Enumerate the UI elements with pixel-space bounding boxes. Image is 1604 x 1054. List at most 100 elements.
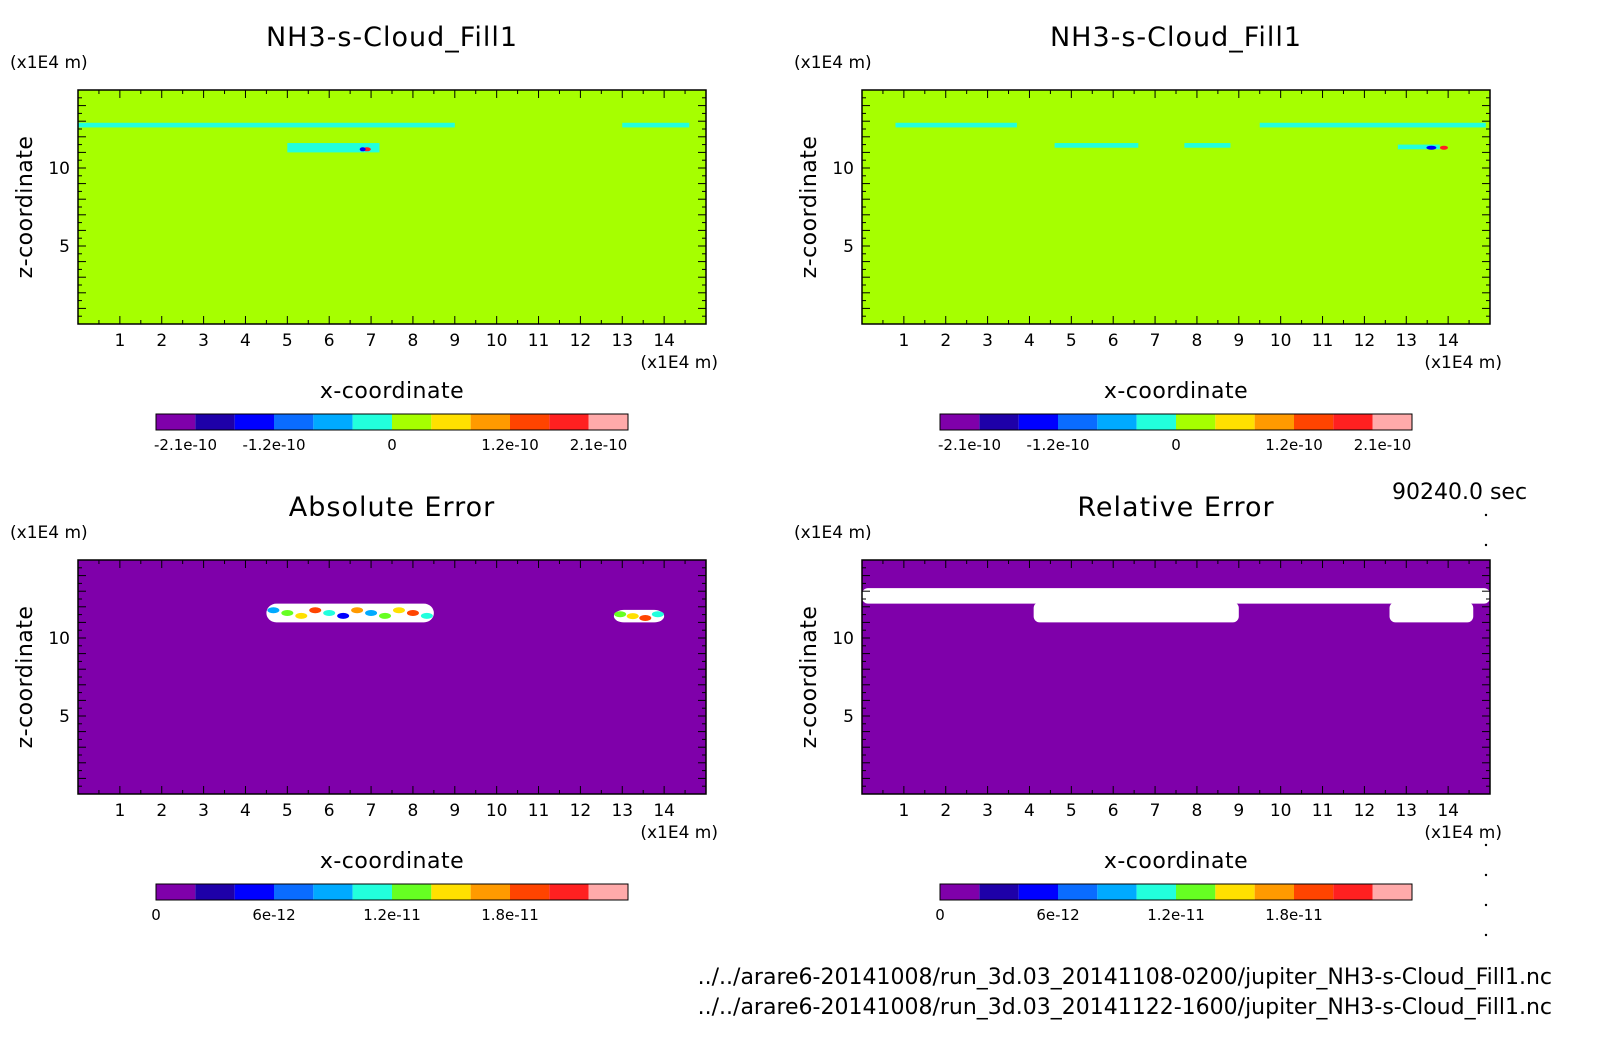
y-tick-label: 5 bbox=[843, 237, 854, 257]
undefined-region bbox=[1389, 602, 1474, 623]
hotspot-mark bbox=[359, 147, 366, 152]
x-tick-label: 13 bbox=[1395, 801, 1417, 821]
colorbar-segment bbox=[470, 884, 510, 900]
x-tick-label: 2 bbox=[156, 801, 167, 821]
x-tick-label: 4 bbox=[1024, 331, 1035, 351]
cloud-band bbox=[1259, 122, 1486, 128]
colorbar-tick-label: 6e-12 bbox=[252, 906, 295, 924]
x-tick-label: 3 bbox=[198, 331, 209, 351]
cloud-band bbox=[1397, 144, 1440, 150]
colorbar-frame bbox=[155, 413, 629, 431]
x-tick-label: 14 bbox=[1437, 801, 1459, 821]
colorbar-segment bbox=[549, 414, 589, 430]
panel-title: Absolute Error bbox=[289, 492, 495, 523]
x-tick-label: 7 bbox=[366, 801, 377, 821]
error-mark bbox=[337, 612, 350, 619]
error-mark bbox=[295, 612, 308, 619]
colorbar-segment bbox=[510, 414, 550, 430]
colorbar-tick-label: 2.1e-10 bbox=[570, 436, 628, 454]
x-tick-label: 5 bbox=[282, 801, 293, 821]
colorbar-segment bbox=[274, 884, 314, 900]
colorbar-segment bbox=[234, 884, 274, 900]
x-tick-label: 2 bbox=[940, 801, 951, 821]
colorbar-frame bbox=[155, 883, 629, 901]
error-mark bbox=[323, 610, 336, 617]
error-mark bbox=[420, 612, 433, 619]
margin-dot bbox=[1484, 843, 1488, 847]
x-tick-label: 2 bbox=[156, 331, 167, 351]
colorbar-tick-label: 1.8e-11 bbox=[1265, 906, 1323, 924]
x-tick-label: 11 bbox=[528, 801, 550, 821]
colorbar-segment bbox=[352, 414, 392, 430]
x-tick-label: 6 bbox=[324, 331, 335, 351]
error-mark bbox=[365, 610, 378, 617]
y-unit-label: (x1E4 m) bbox=[10, 523, 88, 543]
x-tick-label: 6 bbox=[324, 801, 335, 821]
x-axis-title: x-coordinate bbox=[320, 379, 464, 404]
x-tick-label: 11 bbox=[1312, 331, 1334, 351]
y-tick-label: 5 bbox=[843, 707, 854, 727]
x-tick-label: 1 bbox=[898, 331, 909, 351]
error-mark bbox=[309, 607, 322, 614]
colorbar-segment bbox=[1018, 414, 1058, 430]
x-unit-label: (x1E4 m) bbox=[1424, 353, 1502, 373]
x-tick-label: 14 bbox=[653, 801, 675, 821]
colorbar-segment bbox=[588, 884, 628, 900]
x-tick-label: 8 bbox=[408, 801, 419, 821]
x-tick-label: 12 bbox=[1354, 801, 1376, 821]
x-tick-label: 3 bbox=[198, 801, 209, 821]
colorbar-segment bbox=[1058, 884, 1098, 900]
colorbar-segment bbox=[1294, 414, 1334, 430]
plot-area bbox=[78, 90, 706, 324]
error-mark bbox=[351, 607, 364, 614]
colorbar-tick-label: 1.2e-11 bbox=[1147, 906, 1205, 924]
x-tick-label: 12 bbox=[570, 801, 592, 821]
colorbar-segment bbox=[313, 884, 353, 900]
colorbar-segment bbox=[1215, 884, 1255, 900]
colorbar-segment bbox=[431, 414, 471, 430]
colorbar-segment bbox=[1176, 414, 1216, 430]
x-tick-label: 5 bbox=[1066, 331, 1077, 351]
error-blob bbox=[266, 603, 434, 623]
x-tick-label: 9 bbox=[449, 331, 460, 351]
margin-dot bbox=[1484, 873, 1488, 877]
colorbar-tick-label: 0 bbox=[1171, 436, 1181, 454]
colorbar-segment bbox=[1058, 414, 1098, 430]
y-tick-label: 5 bbox=[59, 237, 70, 257]
colorbar-segment bbox=[313, 414, 353, 430]
colorbar-segment bbox=[940, 884, 980, 900]
y-tick-label: 5 bbox=[59, 707, 70, 727]
colorbar-segment bbox=[1018, 884, 1058, 900]
colorbar-segment bbox=[1097, 414, 1137, 430]
x-axis-title: x-coordinate bbox=[1104, 379, 1248, 404]
colorbar-tick-label: 1.2e-11 bbox=[363, 906, 421, 924]
x-tick-label: 13 bbox=[611, 331, 633, 351]
x-tick-label: 14 bbox=[1437, 331, 1459, 351]
margin-dot bbox=[1484, 903, 1488, 907]
x-tick-label: 10 bbox=[1270, 331, 1292, 351]
x-tick-label: 5 bbox=[1066, 801, 1077, 821]
x-tick-label: 13 bbox=[611, 801, 633, 821]
colorbar-segment bbox=[1372, 414, 1412, 430]
colorbar-tick-label: 1.2e-10 bbox=[1265, 436, 1323, 454]
x-tick-label: 6 bbox=[1108, 801, 1119, 821]
x-tick-label: 2 bbox=[940, 331, 951, 351]
colorbar-segment bbox=[234, 414, 274, 430]
colorbar-segment bbox=[979, 414, 1019, 430]
colorbar-segment bbox=[1372, 884, 1412, 900]
error-mark bbox=[406, 610, 419, 617]
colorbar-tick-label: -2.1e-10 bbox=[938, 436, 1001, 454]
y-axis-title: z-coordinate bbox=[797, 606, 822, 749]
error-mark bbox=[651, 611, 664, 618]
colorbar-tick-label: 0 bbox=[151, 906, 161, 924]
margin-dot bbox=[1484, 933, 1488, 937]
colorbar-tick-label: 0 bbox=[935, 906, 945, 924]
cloud-band bbox=[1184, 143, 1231, 148]
x-tick-label: 1 bbox=[898, 801, 909, 821]
x-tick-label: 3 bbox=[982, 331, 993, 351]
x-tick-label: 12 bbox=[570, 331, 592, 351]
cloud-band bbox=[895, 122, 1017, 128]
colorbar-segment bbox=[1176, 884, 1216, 900]
error-mark bbox=[614, 611, 627, 618]
